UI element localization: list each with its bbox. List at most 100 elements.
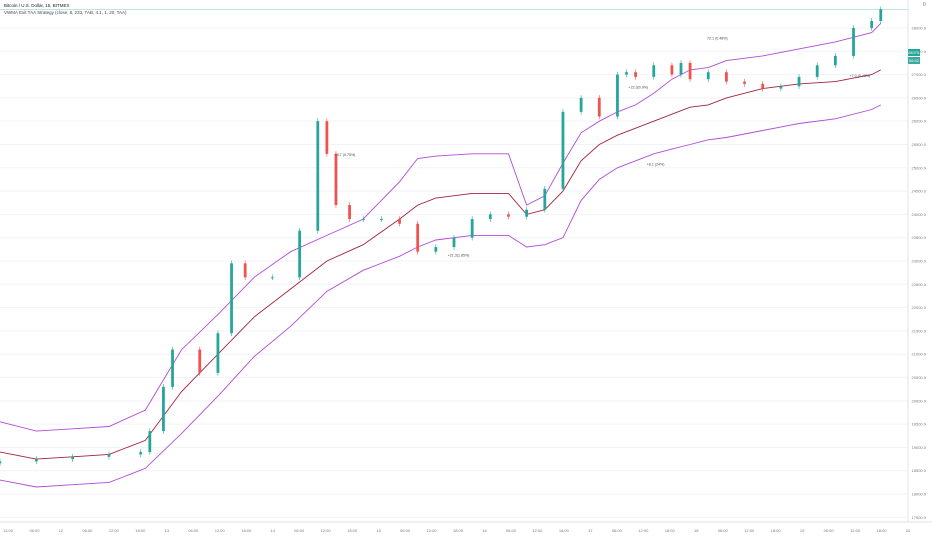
x-tick-label: 18:00 xyxy=(877,528,888,533)
x-tick-label: 12:00 xyxy=(109,528,120,533)
candle xyxy=(398,219,401,224)
trade-annotation: +3.7 (0.75%) xyxy=(335,153,356,157)
trade-annotation: 72.1 (0.48%) xyxy=(707,37,728,41)
time-axis: 12:00 06:00 12 06:00 12:00 18:00 13 06:00 12:00 1… xyxy=(0,521,932,533)
x-tick-label: 14 xyxy=(270,528,275,533)
x-tick-label: 12:00 xyxy=(215,528,226,533)
candles xyxy=(0,6,883,467)
y-tick-label: 24500.0 xyxy=(912,189,927,194)
x-tick-label: 16 xyxy=(482,528,487,533)
candle xyxy=(148,431,152,453)
candle xyxy=(348,205,351,220)
x-tick-label: 19 xyxy=(800,528,805,533)
candle xyxy=(870,20,874,28)
countdown-label: 06:42 xyxy=(908,58,919,63)
candle xyxy=(543,188,547,210)
y-tick-label: 26000.0 xyxy=(912,119,927,124)
y-tick-label: 17500.0 xyxy=(912,515,927,520)
x-tick-label: 12:00 xyxy=(321,528,332,533)
candle xyxy=(525,209,529,217)
x-tick-label: 06:00 xyxy=(506,528,517,533)
trade-annotations: +3.7 (0.75%) +21.3(1.65%) +22.3(0.9%) +6.1 … xyxy=(335,37,871,258)
candle xyxy=(625,72,628,75)
y-tick-label: 20500.0 xyxy=(912,375,927,380)
candle xyxy=(761,83,765,89)
candle xyxy=(434,247,438,252)
x-tick-label: 06:00 xyxy=(612,528,623,533)
candle xyxy=(198,349,202,373)
x-tick-label: 12:00 xyxy=(850,528,861,533)
candle xyxy=(243,263,247,278)
x-tick-label: 12:00 xyxy=(744,528,755,533)
candle xyxy=(688,62,692,80)
candle xyxy=(34,459,38,462)
trade-annotation: +22.3(0.9%) xyxy=(628,86,648,90)
candle xyxy=(488,214,492,220)
candle xyxy=(298,230,302,278)
candle xyxy=(597,97,601,117)
y-tick-label: 23500.0 xyxy=(912,235,927,240)
candle xyxy=(334,153,338,206)
candle xyxy=(416,223,420,252)
y-tick-label: 21000.0 xyxy=(912,352,927,357)
candle xyxy=(815,65,819,77)
currency-icon[interactable]: ¤ xyxy=(922,2,926,8)
candle xyxy=(725,72,728,82)
y-tick-label: 25000.0 xyxy=(912,165,927,170)
y-tick-label: 22000.0 xyxy=(912,305,927,310)
candle xyxy=(0,461,2,464)
band_upper-line xyxy=(0,22,882,432)
candle xyxy=(833,55,837,66)
last-price-tag: 28375.0 xyxy=(908,49,922,56)
x-tick-label: 18:00 xyxy=(453,528,464,533)
band_lower-line xyxy=(0,104,882,488)
x-tick-label: 18 xyxy=(694,528,699,533)
x-tick-label: 06:00 xyxy=(294,528,305,533)
candle xyxy=(561,111,565,189)
candle xyxy=(743,81,746,84)
candle xyxy=(71,456,75,460)
y-tick-label: 28000.0 xyxy=(912,25,927,30)
trade-annotation: +6.1 (24%) xyxy=(647,162,665,166)
candle xyxy=(706,72,710,80)
y-tick-label: 27000.0 xyxy=(912,72,927,77)
y-tick-label: 23000.0 xyxy=(912,259,927,264)
candle xyxy=(316,121,320,231)
x-tick-label: 12:00 xyxy=(638,528,649,533)
x-tick-label: 06:00 xyxy=(824,528,835,533)
grid xyxy=(0,9,908,518)
candle xyxy=(470,219,474,238)
candle xyxy=(107,454,111,457)
candle xyxy=(670,65,674,75)
x-tick-label: 18:00 xyxy=(241,528,252,533)
y-tick-label: 21500.0 xyxy=(912,328,927,333)
candle xyxy=(852,27,855,56)
candle xyxy=(230,263,233,334)
x-tick-label: 17 xyxy=(588,528,593,533)
x-tick-label: 18:00 xyxy=(135,528,146,533)
candle xyxy=(579,97,583,112)
candle xyxy=(271,277,274,279)
x-tick-label: 20 xyxy=(906,528,911,533)
x-tick-label: 12:00 xyxy=(532,528,543,533)
y-tick-label: 20000.0 xyxy=(912,398,927,403)
trade-annotation: +21.3(1.65%) xyxy=(448,253,470,257)
x-tick-label: 06:00 xyxy=(718,528,729,533)
y-tick-label: 25500.0 xyxy=(912,142,927,147)
x-tick-label: 06:00 xyxy=(29,528,40,533)
x-tick-label: 15 xyxy=(376,528,381,533)
candle xyxy=(379,219,383,221)
x-tick-label: 06:00 xyxy=(188,528,199,533)
candle xyxy=(634,72,637,77)
candle xyxy=(879,9,883,21)
y-tick-label: 22500.0 xyxy=(912,282,927,287)
symbol-title: Bitcoin / U.S. Dollar, 15, BITMEX xyxy=(4,3,70,8)
candle xyxy=(171,349,174,387)
x-tick-label: 06:00 xyxy=(82,528,93,533)
countdown-tag: 06:42 xyxy=(908,57,920,64)
candle xyxy=(361,219,365,221)
x-tick-label: 12 xyxy=(59,528,64,533)
candle xyxy=(652,65,656,77)
